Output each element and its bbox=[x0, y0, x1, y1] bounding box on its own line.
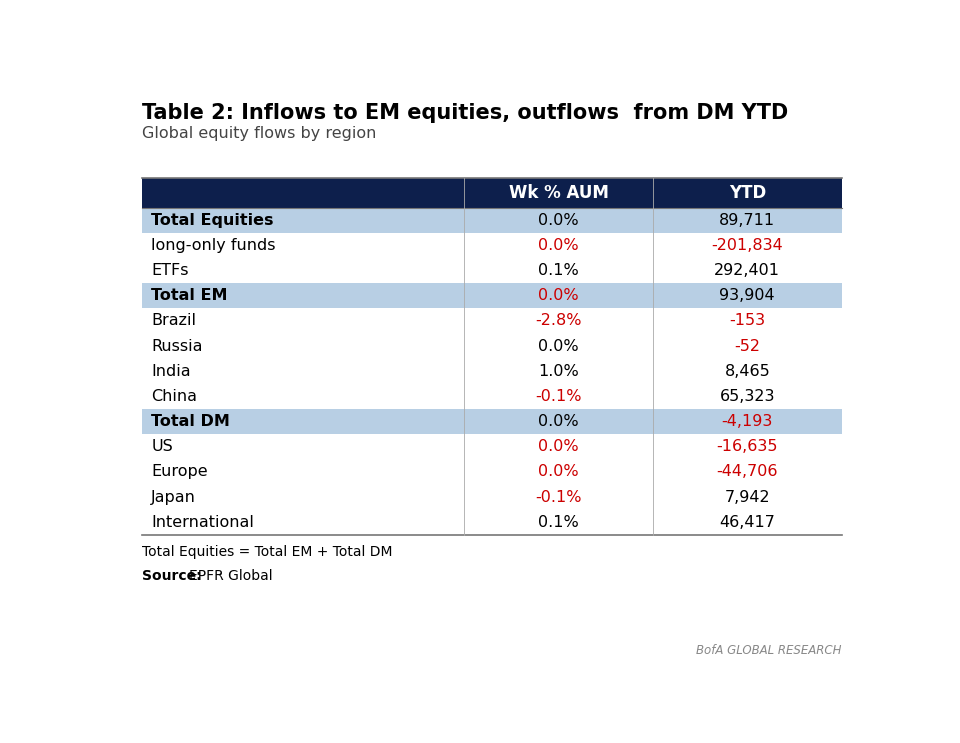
Text: China: China bbox=[152, 389, 197, 404]
Text: 0.0%: 0.0% bbox=[539, 212, 579, 227]
Bar bbox=[142, 308, 842, 334]
Text: 46,417: 46,417 bbox=[719, 515, 776, 530]
Bar bbox=[142, 258, 842, 283]
Text: -0.1%: -0.1% bbox=[535, 389, 582, 404]
Text: US: US bbox=[152, 439, 173, 454]
Text: Global equity flows by region: Global equity flows by region bbox=[142, 126, 376, 141]
Text: Source:: Source: bbox=[142, 569, 206, 583]
Bar bbox=[142, 178, 842, 207]
Text: YTD: YTD bbox=[729, 184, 766, 201]
Text: -201,834: -201,834 bbox=[711, 238, 783, 253]
Text: 65,323: 65,323 bbox=[719, 389, 775, 404]
Text: 8,465: 8,465 bbox=[725, 364, 770, 379]
Text: ETFs: ETFs bbox=[152, 263, 189, 278]
Text: 1.0%: 1.0% bbox=[538, 364, 579, 379]
Text: long-only funds: long-only funds bbox=[152, 238, 276, 253]
Text: -153: -153 bbox=[730, 314, 765, 328]
Bar bbox=[142, 484, 842, 510]
Text: 0.0%: 0.0% bbox=[539, 414, 579, 429]
Text: 89,711: 89,711 bbox=[719, 212, 776, 227]
Text: Wk % AUM: Wk % AUM bbox=[509, 184, 609, 201]
Bar bbox=[142, 359, 842, 384]
Bar bbox=[142, 207, 842, 233]
Text: BofA GLOBAL RESEARCH: BofA GLOBAL RESEARCH bbox=[696, 643, 842, 657]
Text: Russia: Russia bbox=[152, 339, 203, 354]
Text: Japan: Japan bbox=[152, 490, 196, 504]
Text: -52: -52 bbox=[734, 339, 760, 354]
Text: 93,904: 93,904 bbox=[719, 288, 775, 303]
Bar bbox=[142, 283, 842, 308]
Text: 0.0%: 0.0% bbox=[539, 439, 579, 454]
Text: 292,401: 292,401 bbox=[714, 263, 780, 278]
Text: -2.8%: -2.8% bbox=[535, 314, 582, 328]
Text: Table 2: Inflows to EM equities, outflows  from DM YTD: Table 2: Inflows to EM equities, outflow… bbox=[142, 103, 788, 123]
Text: 0.1%: 0.1% bbox=[538, 515, 579, 530]
Bar bbox=[142, 434, 842, 459]
Bar bbox=[142, 334, 842, 359]
Text: Total Equities: Total Equities bbox=[152, 212, 274, 227]
Bar bbox=[142, 233, 842, 258]
Bar bbox=[142, 459, 842, 484]
Text: Total Equities = Total EM + Total DM: Total Equities = Total EM + Total DM bbox=[142, 545, 393, 559]
Bar bbox=[142, 384, 842, 409]
Text: -44,706: -44,706 bbox=[716, 464, 778, 479]
Text: 0.1%: 0.1% bbox=[538, 263, 579, 278]
Text: -0.1%: -0.1% bbox=[535, 490, 582, 504]
Text: 0.0%: 0.0% bbox=[539, 464, 579, 479]
Text: -16,635: -16,635 bbox=[716, 439, 778, 454]
Bar bbox=[142, 510, 842, 535]
Text: Europe: Europe bbox=[152, 464, 208, 479]
Text: International: International bbox=[152, 515, 254, 530]
Text: 7,942: 7,942 bbox=[725, 490, 770, 504]
Bar bbox=[142, 409, 842, 434]
Text: India: India bbox=[152, 364, 191, 379]
Text: Brazil: Brazil bbox=[152, 314, 196, 328]
Text: Total DM: Total DM bbox=[152, 414, 230, 429]
Text: -4,193: -4,193 bbox=[722, 414, 773, 429]
Text: 0.0%: 0.0% bbox=[539, 288, 579, 303]
Text: 0.0%: 0.0% bbox=[539, 238, 579, 253]
Text: EPFR Global: EPFR Global bbox=[189, 569, 273, 583]
Text: 0.0%: 0.0% bbox=[539, 339, 579, 354]
Text: Total EM: Total EM bbox=[152, 288, 228, 303]
